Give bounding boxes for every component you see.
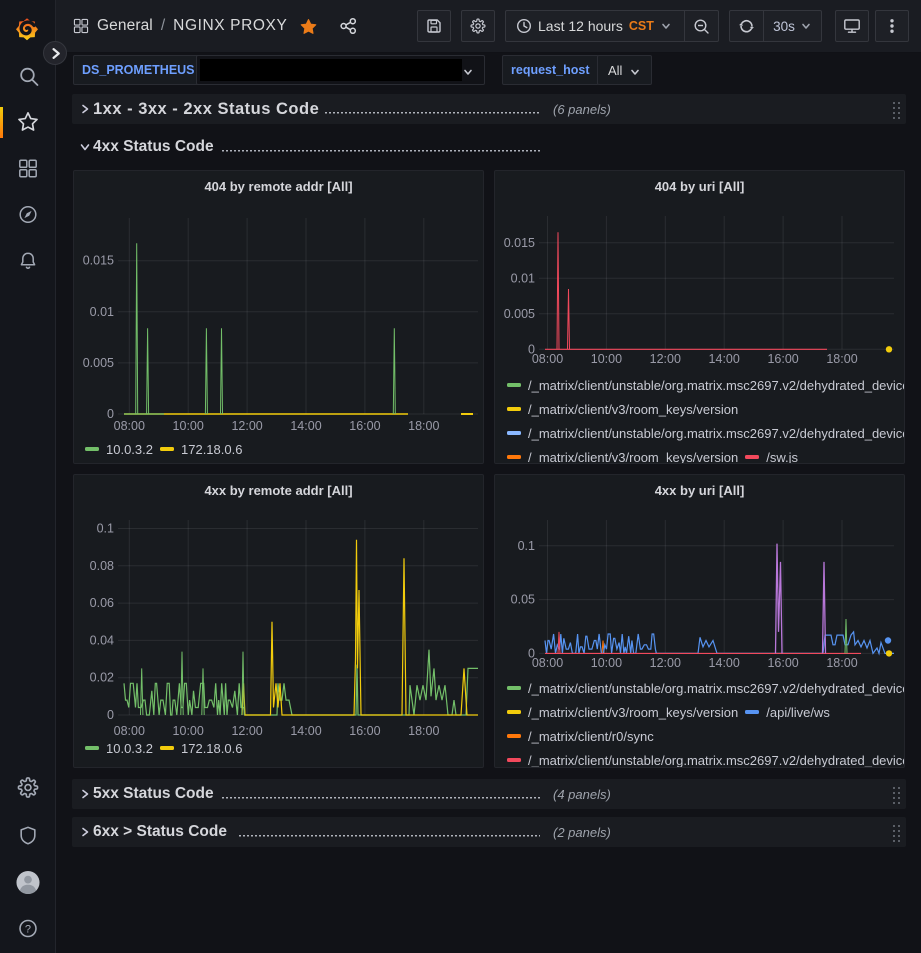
svg-text:0.04: 0.04 <box>90 633 114 647</box>
svg-text:12:00: 12:00 <box>231 419 262 433</box>
svg-text:?: ? <box>24 923 30 935</box>
svg-text:14:00: 14:00 <box>290 724 321 738</box>
svg-text:16:00: 16:00 <box>767 656 798 670</box>
svg-text:16:00: 16:00 <box>349 724 380 738</box>
svg-text:18:00: 18:00 <box>826 656 857 670</box>
svg-text:14:00: 14:00 <box>290 419 321 433</box>
svg-text:18:00: 18:00 <box>408 419 439 433</box>
svg-text:14:00: 14:00 <box>709 352 740 366</box>
svg-text:08:00: 08:00 <box>532 656 563 670</box>
svg-text:0.005: 0.005 <box>504 307 535 321</box>
svg-text:0.01: 0.01 <box>511 271 535 285</box>
svg-text:18:00: 18:00 <box>408 724 439 738</box>
svg-text:12:00: 12:00 <box>650 352 681 366</box>
svg-text:0: 0 <box>528 342 535 356</box>
svg-text:12:00: 12:00 <box>231 724 262 738</box>
svg-text:0.1: 0.1 <box>97 522 114 536</box>
svg-text:0.01: 0.01 <box>90 305 114 319</box>
svg-text:0.08: 0.08 <box>90 559 114 573</box>
svg-text:10:00: 10:00 <box>173 724 204 738</box>
svg-text:08:00: 08:00 <box>532 352 563 366</box>
svg-text:10:00: 10:00 <box>173 419 204 433</box>
svg-text:0.05: 0.05 <box>511 593 535 607</box>
svg-text:16:00: 16:00 <box>767 352 798 366</box>
svg-text:10:00: 10:00 <box>591 352 622 366</box>
svg-text:14:00: 14:00 <box>709 656 740 670</box>
svg-text:0.015: 0.015 <box>504 236 535 250</box>
svg-text:0: 0 <box>107 407 114 421</box>
svg-text:16:00: 16:00 <box>349 419 380 433</box>
svg-text:0.06: 0.06 <box>90 596 114 610</box>
svg-text:12:00: 12:00 <box>650 656 681 670</box>
svg-text:18:00: 18:00 <box>826 352 857 366</box>
svg-text:0: 0 <box>528 646 535 660</box>
svg-text:08:00: 08:00 <box>114 724 145 738</box>
svg-text:10:00: 10:00 <box>591 656 622 670</box>
svg-text:0.015: 0.015 <box>83 254 114 268</box>
svg-text:0.02: 0.02 <box>90 671 114 685</box>
svg-text:0.1: 0.1 <box>518 539 535 553</box>
svg-text:0.005: 0.005 <box>83 356 114 370</box>
svg-text:0: 0 <box>107 708 114 722</box>
svg-text:08:00: 08:00 <box>114 419 145 433</box>
